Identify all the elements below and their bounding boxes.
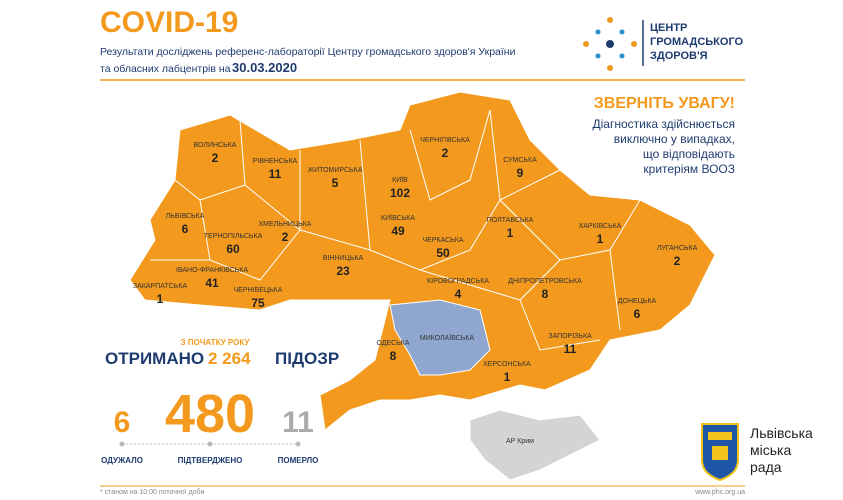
region-value: 1	[507, 226, 514, 240]
region-value: 23	[336, 264, 350, 278]
region-value: 9	[517, 166, 524, 180]
city-name: Львівська	[750, 425, 813, 441]
region-name: КИЇВСЬКА	[381, 214, 415, 222]
region-value: 11	[564, 342, 577, 356]
region-value: 49	[391, 224, 405, 238]
region-name: ХАРКІВСЬКА	[579, 223, 622, 230]
region-name: ПОЛТАВСЬКА	[487, 217, 534, 224]
region-name: РІВНЕНСЬКА	[253, 158, 298, 165]
region-name: ЧЕРНІГІВСЬКА	[420, 137, 470, 144]
subtitle: Результати досліджень референс-лаборатор…	[100, 46, 516, 58]
region-value: 50	[436, 246, 450, 260]
footer-url: www.phc.org.ua	[694, 489, 745, 496]
region-borders	[150, 109, 641, 351]
region-name: ІВАНО-ФРАНКІВСЬКА	[176, 267, 248, 274]
date: 30.03.2020	[232, 60, 297, 75]
region-name: АР Крим	[506, 438, 534, 445]
region-name: ЧЕРКАСЬКА	[423, 237, 464, 244]
region-value: 75	[251, 296, 265, 310]
region-name: ВІННИЦЬКА	[323, 255, 364, 262]
region-name: КІРОВОГРАДСЬКА	[427, 278, 489, 285]
region-value: 11	[269, 167, 282, 181]
stat-dot	[119, 441, 125, 447]
summary-suspected: ПІДОЗР	[275, 349, 339, 368]
region-value: 2	[282, 230, 289, 244]
notice-line: Діагностика здійснюється	[593, 117, 735, 131]
notice-line: критеріям ВООЗ	[643, 162, 735, 176]
region-name: ДНІПРОПЕТРОВСЬКА	[508, 278, 582, 285]
region-name: ХМЕЛЬНИЦЬКА	[259, 221, 312, 228]
region-value: 1	[597, 232, 604, 246]
stat-value: 11	[282, 406, 314, 439]
stat-dot	[295, 441, 301, 447]
region-name: ЖИТОМИРСЬКА	[308, 167, 363, 174]
notice-title: ЗВЕРНІТЬ УВАГУ!	[594, 95, 735, 112]
region-value: 60	[226, 242, 240, 256]
summary-since: З ПОЧАТКУ РОКУ	[181, 338, 251, 347]
city-name: рада	[750, 459, 782, 475]
logo-text: ЦЕНТР	[650, 22, 687, 34]
region-name: ЛУГАНСЬКА	[657, 245, 698, 252]
region-value: 1	[504, 370, 511, 384]
mykolaiv-region	[389, 299, 491, 376]
logo-icon	[583, 17, 637, 71]
region-name: КИЇВ	[392, 176, 408, 184]
subtitle: та обласних лабцентрів на	[100, 63, 231, 75]
region-value: 6	[182, 222, 189, 236]
stat-value: 480	[165, 384, 255, 444]
stat-label: ПОМЕРЛО	[278, 456, 319, 465]
region-name: ДОНЕЦЬКА	[618, 298, 657, 305]
region-name: ХЕРСОНСЬКА	[483, 361, 531, 368]
logo-text: ГРОМАДСЬКОГО	[650, 36, 744, 48]
stat-label: ПІДТВЕРДЖЕНО	[178, 456, 243, 465]
region-value: 1	[157, 292, 164, 306]
region-name: МИКОЛАЇВСЬКА	[420, 334, 475, 342]
region-name: СУМСЬКА	[503, 157, 537, 164]
city-emblem-detail	[708, 432, 732, 460]
notice-line: що відповідають	[643, 147, 735, 161]
region-name: ЧЕРНІВЕЦЬКА	[234, 287, 283, 294]
stats: 6 ОДУЖАЛО 480 ПІДТВЕРДЖЕНО 11 ПОМЕРЛО	[101, 384, 318, 465]
region-name: ЛЬВІВСЬКА	[166, 213, 205, 220]
stat-dot	[207, 441, 213, 447]
region-value: 2	[674, 254, 681, 268]
region-value: 2	[212, 151, 219, 165]
footnote: * станом на 10:00 поточної доби	[100, 488, 205, 496]
stat-label: ОДУЖАЛО	[101, 456, 143, 465]
title: COVID-19	[100, 6, 238, 39]
region-name: ОДЕСЬКА	[376, 340, 409, 347]
crimea	[469, 409, 601, 481]
region-name: ВОЛИНСЬКА	[194, 142, 237, 149]
region-value: 6	[634, 307, 641, 321]
region-value: 8	[390, 349, 397, 363]
stat-value: 6	[114, 406, 131, 439]
region-value: 5	[332, 176, 339, 190]
region-value: 102	[390, 186, 410, 200]
region-value: 8	[542, 287, 549, 301]
region-name: ЗАКАРПАТСЬКА	[133, 283, 187, 290]
region-name: ЗАПОРІЗЬКА	[548, 333, 592, 340]
notice-line: виключно у випадках,	[614, 132, 735, 146]
summary-count: 2 264	[208, 349, 251, 368]
logo-text: ЗДОРОВ'Я	[650, 50, 708, 62]
region-value: 2	[442, 146, 449, 160]
region-name: ТЕРНОПІЛЬСЬКА	[204, 233, 263, 240]
region-value: 41	[205, 276, 219, 290]
region-value: 4	[455, 287, 462, 301]
city-name: міська	[750, 442, 791, 458]
summary-received: ОТРИМАНО	[105, 349, 204, 368]
